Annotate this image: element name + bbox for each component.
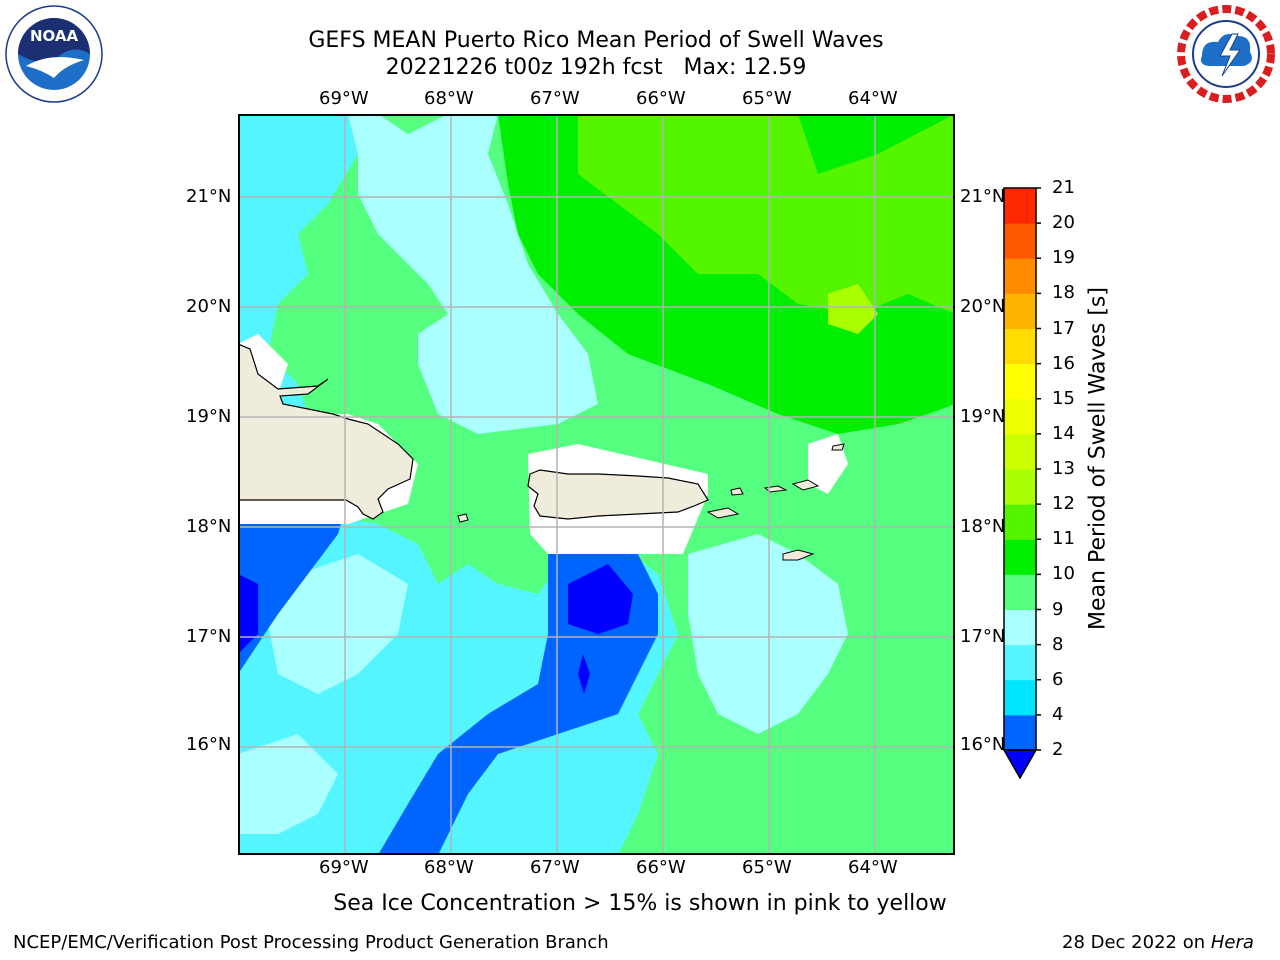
contour-2-4-west: [239, 500, 348, 673]
footer-branch: NCEP/EMC/Verification Post Processing Pr…: [13, 932, 609, 953]
swell-period-map: [238, 114, 955, 855]
footer-date-text: 28 Dec 2022 on: [1062, 932, 1211, 953]
contour-12-13-patch: [828, 284, 878, 334]
lat-label-left: 21°N: [186, 186, 232, 207]
sea-ice-note: Sea Ice Concentration > 15% is shown in …: [333, 891, 947, 916]
colorbar-tick-label: 11: [1052, 528, 1075, 550]
colorbar-bin: [1004, 469, 1036, 505]
footer-date: 28 Dec 2022 on Hera: [1062, 932, 1254, 953]
map-title: GEFS MEAN Puerto Rico Mean Period of Swe…: [308, 28, 884, 53]
colorbar-tick-label: 15: [1052, 387, 1075, 409]
colorbar-bin: [1004, 363, 1036, 400]
colorbar-label: Mean Period of Swell Waves [s]: [1085, 287, 1111, 630]
colorbar-tick-label: 2: [1052, 739, 1064, 760]
colorbar-bin: [1004, 714, 1036, 751]
graticule: [239, 115, 954, 854]
contour-8-9-far-sw: [239, 734, 338, 834]
hispaniola-land: [239, 343, 414, 520]
lon-label-bottom: 67°W: [530, 857, 580, 878]
lon-label-bottom: 64°W: [848, 857, 898, 878]
colorbar-tick-label: 18: [1052, 282, 1075, 304]
contour-lt2-west: [239, 574, 258, 653]
colorbar-tick-label: 9: [1052, 598, 1064, 620]
noaa-logo-text: NOAA: [30, 27, 79, 45]
lon-label-top: 69°W: [319, 88, 369, 109]
map-subtitle: 20221226 t00z 192h fcst Max: 12.59: [385, 55, 807, 80]
lat-label-right: 18°N: [960, 516, 1006, 537]
colorbar-tick-label: 21: [1052, 177, 1075, 198]
colorbar-tick-label: 16: [1052, 352, 1075, 374]
colorbar-bin: [1004, 188, 1036, 224]
lon-label-top: 67°W: [530, 88, 580, 109]
colorbar-bin: [1004, 539, 1036, 575]
contour-8-9-se: [688, 534, 848, 734]
lat-label-left: 20°N: [186, 296, 232, 317]
colorbar-tick-label: 10: [1052, 563, 1075, 585]
lat-label-left: 18°N: [186, 516, 232, 537]
lon-label-top: 64°W: [848, 88, 898, 109]
lon-label-bottom: 66°W: [636, 857, 686, 878]
colorbar-tick-label: 14: [1052, 422, 1075, 444]
colorbar-tick-label: 19: [1052, 247, 1075, 269]
colorbar-bin: [1004, 328, 1036, 365]
colorbar-bin: [1004, 574, 1036, 610]
colorbar: [998, 184, 1042, 784]
lat-label-left: 17°N: [186, 626, 232, 647]
lon-label-top: 65°W: [742, 88, 792, 109]
colorbar-bin: [1004, 258, 1036, 294]
colorbar-tick-label: 17: [1052, 317, 1075, 339]
lat-label-right: 17°N: [960, 626, 1006, 647]
lat-label-right: 20°N: [960, 296, 1006, 317]
noaa-logo: NOAA: [4, 4, 104, 104]
colorbar-ticks: 2 4 6 8 9 10 11 12 13 14 15 16 17 18 19 20 21: [1052, 0, 1112, 960]
lat-label-right: 21°N: [960, 186, 1006, 207]
lon-label-top: 68°W: [424, 88, 474, 109]
lat-label-right: 16°N: [960, 734, 1006, 755]
footer-host: Hera: [1210, 932, 1254, 953]
contour-8-9-central: [348, 115, 598, 434]
colorbar-extend-triangle: [1002, 749, 1038, 780]
contour-8-9-sw: [268, 554, 408, 694]
lat-label-left: 16°N: [186, 734, 232, 755]
colorbar-bin: [1004, 644, 1036, 681]
map-frame: [238, 114, 955, 855]
colorbar-tick-label: 13: [1052, 458, 1075, 479]
nws-logo: [1176, 4, 1276, 104]
contour-lt2-central: [568, 564, 633, 634]
colorbar-tick-label: 12: [1052, 493, 1075, 515]
colorbar-bin: [1004, 433, 1036, 470]
colorbar-tick-label: 4: [1052, 703, 1064, 725]
colorbar-bin: [1004, 679, 1036, 716]
lon-label-bottom: 69°W: [319, 857, 369, 878]
lat-label-right: 19°N: [960, 406, 1006, 427]
colorbar-bin: [1004, 504, 1036, 540]
colorbar-bin: [1004, 398, 1036, 435]
colorbar-bin: [1004, 609, 1036, 646]
lat-label-left: 19°N: [186, 406, 232, 427]
contour-11-12-north: [578, 115, 954, 314]
colorbar-tick-label: 8: [1052, 633, 1064, 655]
lon-label-bottom: 65°W: [742, 857, 792, 878]
colorbar-bin: [1004, 223, 1036, 259]
lon-label-bottom: 68°W: [424, 857, 474, 878]
lon-label-top: 66°W: [636, 88, 686, 109]
colorbar-tick-label: 20: [1052, 212, 1075, 234]
colorbar-tick-label: 6: [1052, 668, 1064, 690]
colorbar-bin: [1004, 293, 1036, 329]
